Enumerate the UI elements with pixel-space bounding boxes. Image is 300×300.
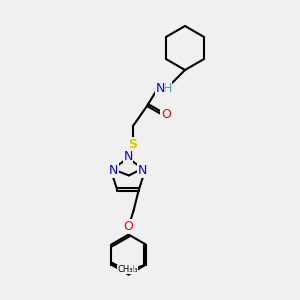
Text: N: N bbox=[109, 164, 119, 177]
Text: CH₃: CH₃ bbox=[117, 265, 133, 274]
Text: N: N bbox=[155, 82, 165, 94]
Text: H: H bbox=[162, 82, 172, 94]
Text: N: N bbox=[137, 164, 147, 177]
Text: N: N bbox=[123, 151, 133, 164]
Text: S: S bbox=[128, 137, 137, 151]
Text: O: O bbox=[161, 107, 171, 121]
Text: O: O bbox=[124, 220, 134, 233]
Text: CH₃: CH₃ bbox=[122, 265, 138, 274]
